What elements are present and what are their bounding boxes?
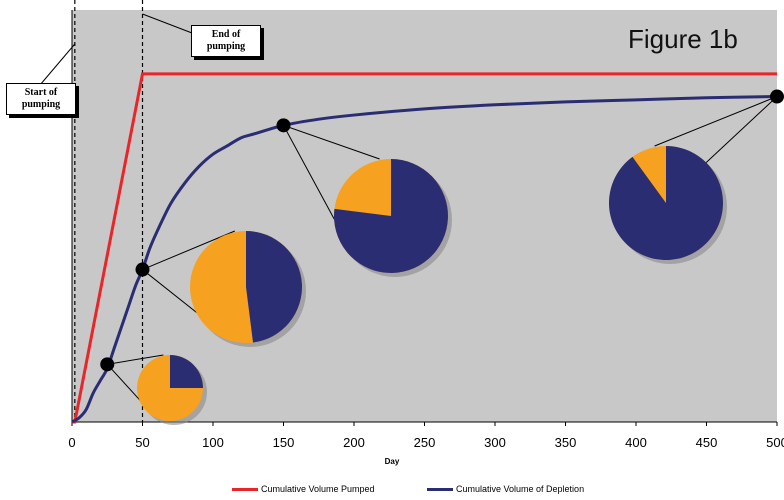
x-tick-label: 300 [484,435,506,450]
pie-leader [654,96,778,147]
x-tick-label: 100 [202,435,224,450]
x-tick-label: 0 [68,435,75,450]
legend-item-depletion: Cumulative Volume of Depletion [427,484,584,494]
start-of-pumping-callout: Start of pumping [6,83,76,115]
pie-depletion-slice [334,159,449,274]
pie-leader [283,124,380,160]
data-marker [770,89,784,104]
data-marker [135,262,150,277]
pie-leader [107,354,164,365]
x-tick-label: 350 [555,435,577,450]
pie-depletion-slice [609,146,723,261]
pie-leader [142,230,235,271]
callout-leader-start [39,43,76,86]
x-tick-label: 250 [414,435,436,450]
legend-label-pumped: Cumulative Volume Pumped [261,484,375,494]
pie-depletion-slice [246,231,302,343]
figure-label: Figure 1b [628,24,738,54]
x-tick-label: 200 [343,435,365,450]
x-tick-label: 50 [135,435,149,450]
pie-depletion-slice [170,355,203,388]
data-marker [100,357,115,372]
end-of-pumping-callout: End of pumping [191,25,261,57]
x-tick-label: 150 [273,435,295,450]
x-tick-label: 400 [625,435,647,450]
legend-label-depletion: Cumulative Volume of Depletion [456,484,585,494]
data-marker [276,118,291,133]
legend-swatch-depletion [427,487,453,491]
legend-item-pumped: Cumulative Volume Pumped [232,484,375,494]
x-axis-label: Day [384,457,400,466]
x-tick-label: 500 [766,435,784,450]
x-tick-label: 450 [696,435,718,450]
legend-swatch-pumped [232,487,258,491]
